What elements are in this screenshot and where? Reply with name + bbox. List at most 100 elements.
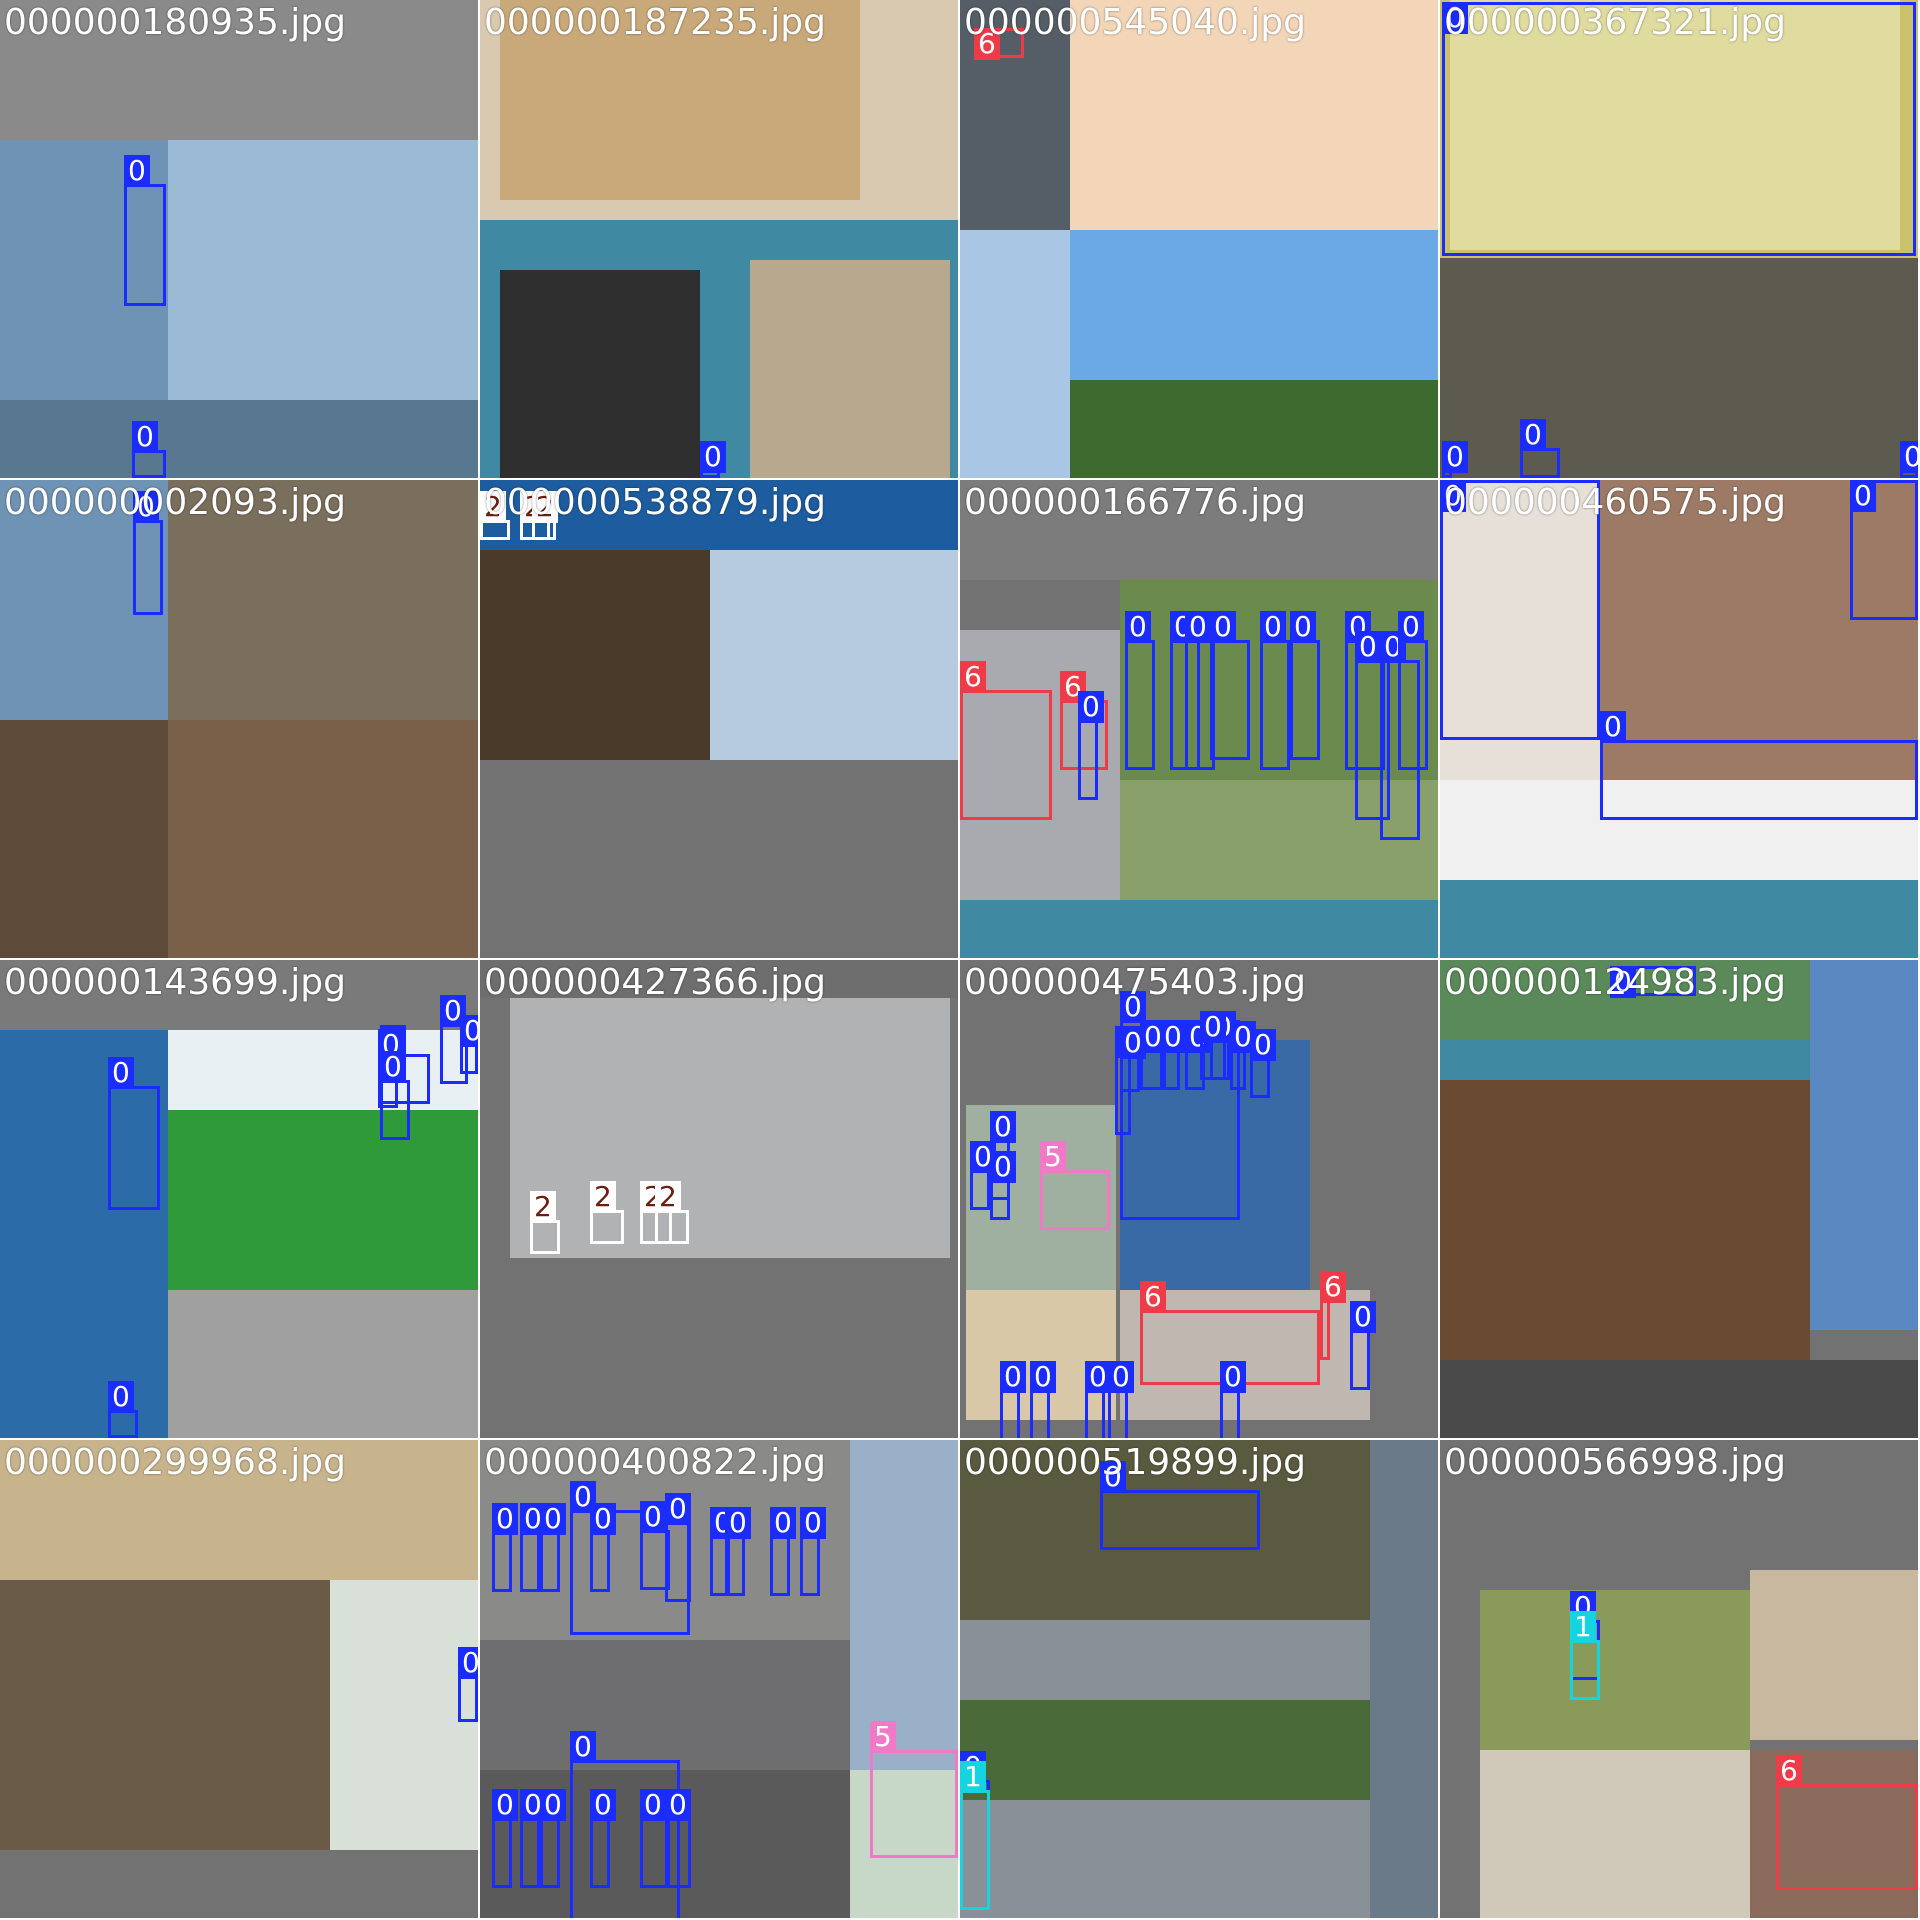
class-label: 0 [1260, 611, 1286, 643]
bounding-box: 2 [655, 1181, 689, 1244]
image-region [480, 1640, 850, 1770]
class-label: 0 [700, 441, 726, 473]
class-label: 0 [665, 1789, 691, 1821]
bounding-box: 0 [1210, 611, 1250, 760]
bounding-box: 0 [1230, 1021, 1256, 1090]
image-region [480, 960, 958, 998]
class-label: 0 [1250, 1029, 1276, 1061]
bounding-box: 6 [1320, 1271, 1346, 1360]
bounding-box: 0 [640, 1789, 670, 1888]
bounding-box: 0 [570, 1481, 690, 1635]
image-filename: 000000538879.jpg [484, 482, 826, 523]
bounding-box: 0 [1440, 480, 1600, 740]
mosaic-tile: 000000166776.jpg 6 6 0 0 0 0 0 0 0 0 0 0 0 [960, 480, 1438, 958]
image-region [1370, 1440, 1438, 1918]
class-label: 6 [960, 661, 986, 693]
bounding-box: 0 [590, 1503, 616, 1592]
class-label: 0 [492, 1789, 518, 1821]
class-label: 0 [380, 1051, 406, 1083]
tile-image-collage [1440, 480, 1918, 958]
class-label: 0 [1520, 419, 1546, 451]
class-label: 0 [458, 1647, 478, 1679]
bounding-box: 1 [1570, 1611, 1600, 1700]
bounding-box: 0 [380, 1051, 410, 1140]
class-label: 1 [960, 1761, 986, 1793]
bounding-box: 0 [770, 1507, 796, 1596]
image-filename: 000000002093.jpg [4, 482, 346, 523]
mosaic-tile: 000000180935.jpg 0 0 [0, 0, 478, 478]
bounding-box: 0 [1185, 611, 1215, 770]
bounding-box: 0 [970, 1141, 996, 1210]
bounding-box: 0 [1290, 611, 1320, 760]
image-region [168, 720, 478, 958]
image-region [750, 260, 950, 478]
image-region [1440, 780, 1918, 880]
class-label: 0 [108, 1381, 134, 1413]
image-region [168, 1290, 478, 1438]
class-label: 0 [1200, 1011, 1226, 1043]
bounding-box: 0 [1398, 611, 1428, 770]
tile-image-collage [0, 0, 478, 478]
class-label: 5 [1040, 1141, 1066, 1173]
tile-image-collage [0, 960, 478, 1438]
class-label: 0 [1900, 441, 1918, 473]
class-label: 0 [1850, 480, 1876, 512]
class-label: 0 [1442, 2, 1468, 34]
class-label: 0 [1030, 1361, 1056, 1393]
bounding-box: 0 [700, 441, 726, 478]
image-filename: 000000187235.jpg [484, 2, 826, 43]
bounding-box: 0 [458, 1647, 478, 1722]
tile-image-collage [1440, 960, 1918, 1438]
image-region [1750, 1570, 1918, 1740]
image-filename: 000000519899.jpg [964, 1442, 1306, 1483]
bounding-box: 0 [440, 995, 468, 1084]
bounding-box: 0 [725, 1507, 751, 1596]
bounding-box: 0 [1120, 1027, 1146, 1092]
image-region [710, 550, 958, 760]
image-region [960, 230, 1070, 478]
bounding-box: 0 [1100, 1461, 1260, 1550]
bounding-box: 6 [974, 28, 1024, 60]
bounding-box: 0 [570, 1731, 680, 1918]
bounding-box: 0 [520, 1503, 546, 1592]
image-filename: 000000400822.jpg [484, 1442, 826, 1483]
image-region [510, 998, 950, 1258]
class-label: 0 [1220, 1361, 1246, 1393]
class-label: 6 [1776, 1755, 1802, 1787]
class-label: 6 [974, 28, 1000, 60]
bounding-box: 0 [1108, 1361, 1134, 1438]
tile-image-collage [960, 0, 1438, 478]
bounding-box: 6 [960, 661, 1052, 820]
bounding-box: 0 [1520, 419, 1560, 478]
image-region [1120, 780, 1438, 900]
bounding-box: 0 [520, 1789, 546, 1888]
class-label: 0 [1610, 966, 1636, 998]
class-label: 0 [1120, 991, 1146, 1023]
mosaic-tile: 000000460575.jpg 0 0 0 [1440, 480, 1918, 958]
image-region [0, 1850, 478, 1918]
bounding-box: 0 [132, 421, 166, 478]
class-label: 0 [590, 1789, 616, 1821]
class-label: 0 [1350, 1301, 1376, 1333]
class-label: 0 [124, 155, 150, 187]
bounding-box: 0 [1900, 441, 1918, 478]
mosaic-tile: 000000475403.jpg0000000000500066000000 [960, 960, 1438, 1438]
class-label: 0 [725, 1507, 751, 1539]
class-label: 0 [133, 491, 159, 523]
class-label: 5 [870, 1721, 896, 1753]
mosaic-tile: 000000427366.jpg 2 2 2 2 [480, 960, 958, 1438]
bounding-box: 0 [640, 1501, 670, 1590]
bounding-box: 0 [1250, 1029, 1276, 1098]
bounding-box: 0 [108, 1381, 138, 1438]
bounding-box: 0 [1600, 711, 1918, 820]
class-label: 0 [1085, 1361, 1111, 1393]
tile-image-collage [1440, 1440, 1918, 1918]
bounding-box: 0 [1000, 1361, 1026, 1438]
class-label: 0 [665, 1493, 691, 1525]
image-region [850, 1770, 958, 1918]
image-region [480, 760, 958, 958]
bounding-box: 0 [1120, 991, 1240, 1220]
image-region [1480, 1590, 1750, 1750]
class-label: 1 [1570, 1611, 1596, 1643]
